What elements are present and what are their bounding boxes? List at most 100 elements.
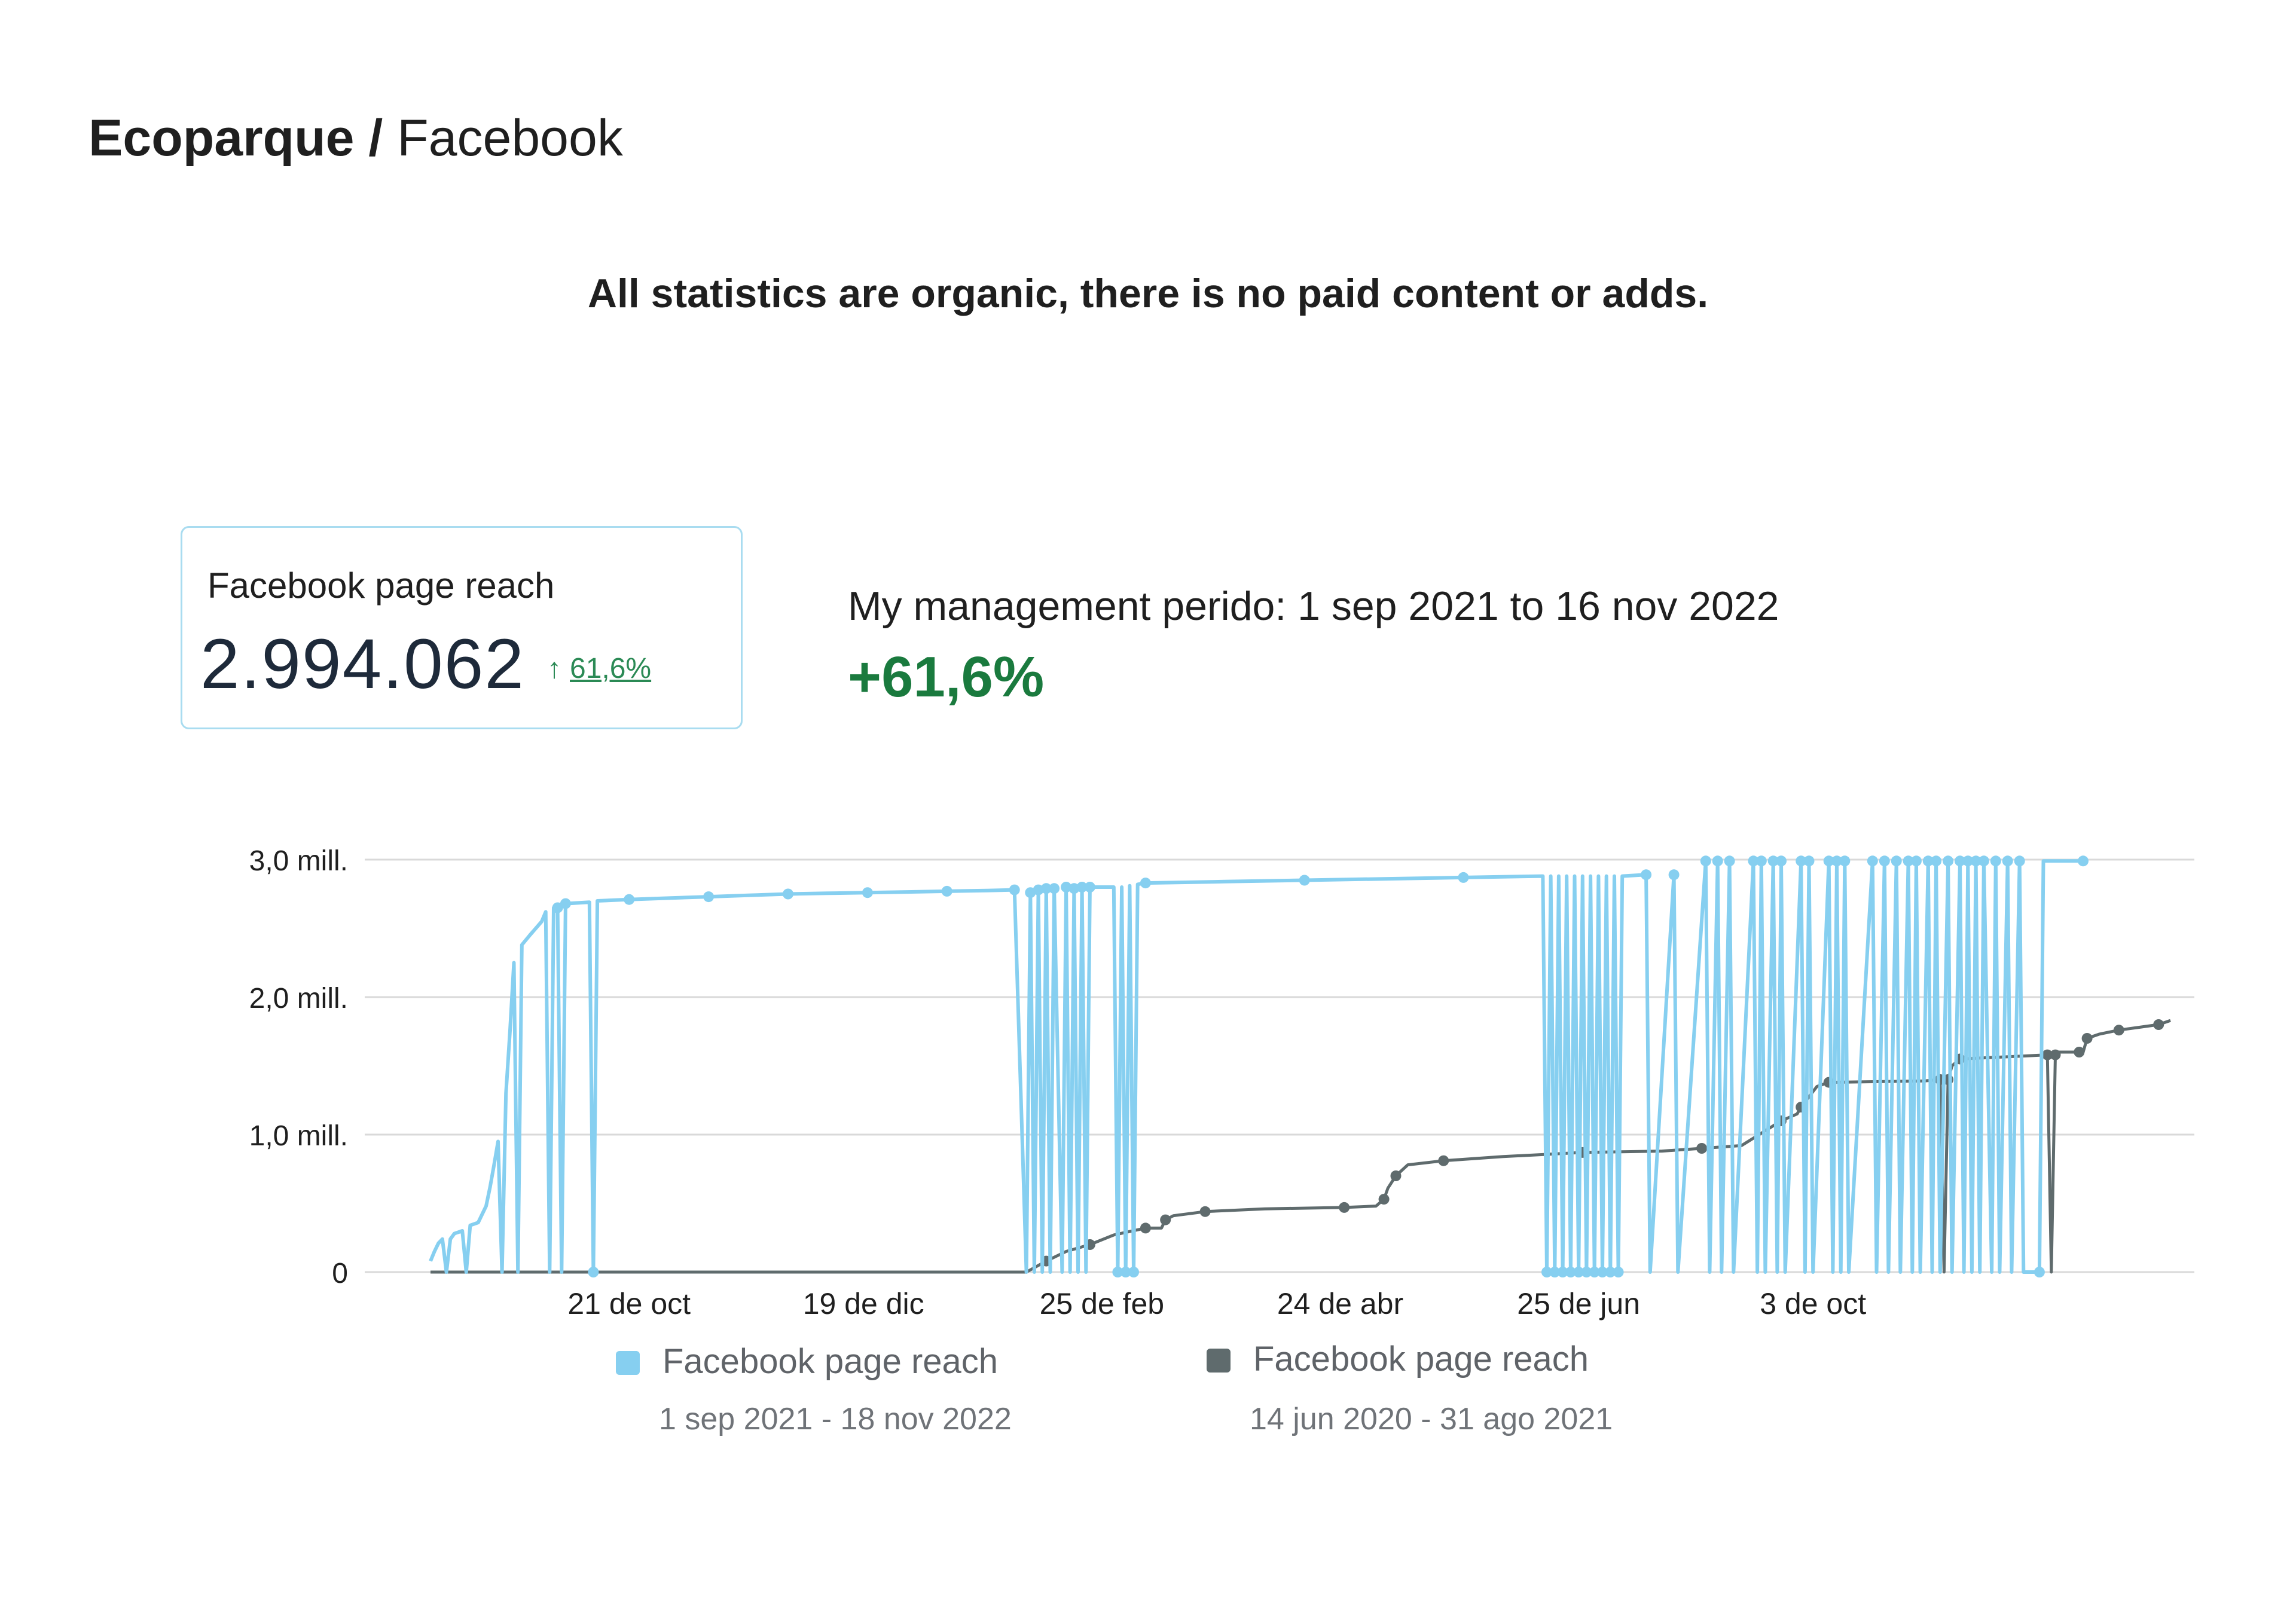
data-point-current xyxy=(1112,1267,1123,1277)
data-point-current xyxy=(1943,855,1954,867)
data-point-previous xyxy=(2074,1047,2085,1057)
page-title-section: Facebook xyxy=(397,109,623,167)
data-point-current xyxy=(1712,855,1723,867)
management-change: +61,6% xyxy=(848,645,1045,709)
page-title: Ecoparque / Facebook xyxy=(88,109,623,168)
kpi-label: Facebook page reach xyxy=(207,566,555,606)
legend-swatch-previous xyxy=(1207,1349,1231,1373)
x-tick-label: 25 de jun xyxy=(1517,1287,1640,1321)
data-point-current xyxy=(1641,869,1652,881)
x-tick-label: 3 de oct xyxy=(1760,1287,1866,1321)
data-point-previous xyxy=(1378,1194,1390,1205)
data-point-current xyxy=(783,888,793,900)
data-point-current xyxy=(703,891,715,903)
data-point-current xyxy=(2014,855,2025,867)
data-point-current xyxy=(1776,855,1787,867)
data-point-current xyxy=(1581,1267,1592,1277)
x-tick-label: 21 de oct xyxy=(567,1287,691,1321)
data-point-current xyxy=(1755,855,1767,867)
legend-range-previous: 14 jun 2020 - 31 ago 2021 xyxy=(1250,1402,1613,1436)
legend-swatch-current xyxy=(616,1351,640,1375)
data-point-current xyxy=(1962,855,1974,867)
data-point-current xyxy=(2034,1267,2045,1277)
data-point-current xyxy=(1076,882,1088,892)
data-point-current xyxy=(1879,855,1890,867)
data-point-current xyxy=(1724,855,1735,867)
data-point-current xyxy=(1549,1267,1561,1277)
data-point-current xyxy=(1049,883,1060,894)
x-tick-label: 25 de feb xyxy=(1040,1287,1165,1321)
data-point-current xyxy=(1910,855,1922,867)
data-point-previous xyxy=(2153,1019,2164,1030)
data-point-previous xyxy=(1696,1143,1708,1154)
data-point-current xyxy=(1009,884,1020,895)
data-point-current xyxy=(1597,1267,1608,1277)
data-point-current xyxy=(1061,882,1072,892)
data-point-current xyxy=(1922,855,1934,867)
data-point-current xyxy=(624,894,635,905)
data-point-previous xyxy=(1140,1222,1151,1234)
data-point-previous xyxy=(2050,1049,2061,1060)
data-point-current xyxy=(1557,1267,1568,1277)
data-point-current xyxy=(1605,1267,1616,1277)
data-point-current xyxy=(1839,855,1851,867)
data-point-current xyxy=(1668,869,1680,881)
data-point-current xyxy=(1867,855,1878,867)
y-tick-label: 1,0 mill. xyxy=(249,1120,348,1152)
data-point-current xyxy=(1955,855,1965,867)
kpi-value: 2.994.062 xyxy=(200,625,525,704)
data-point-current xyxy=(1796,855,1807,867)
data-point-current xyxy=(1458,872,1469,883)
y-tick-label: 2,0 mill. xyxy=(249,983,348,1014)
data-point-current xyxy=(1541,1267,1552,1277)
data-point-current xyxy=(862,887,873,898)
legend-range-current: 1 sep 2021 - 18 nov 2022 xyxy=(659,1402,1012,1436)
data-point-previous xyxy=(1160,1214,1171,1225)
data-point-current xyxy=(1823,855,1834,867)
data-point-current xyxy=(1767,855,1779,867)
data-point-current xyxy=(1700,855,1711,867)
y-tick-label: 3,0 mill. xyxy=(249,845,348,877)
legend-label-previous: Facebook page reach xyxy=(1253,1340,1589,1378)
data-point-current xyxy=(1589,1267,1600,1277)
data-point-current xyxy=(1565,1267,1576,1277)
data-point-previous xyxy=(1339,1202,1350,1213)
kpi-card: Facebook page reach 2.994.062 ↑ 61,6% xyxy=(181,526,743,729)
x-tick-label: 19 de dic xyxy=(803,1287,924,1321)
data-point-current xyxy=(2078,855,2089,867)
data-point-current xyxy=(1613,1267,1624,1277)
data-point-current xyxy=(1970,855,1981,867)
arrow-up-icon: ↑ xyxy=(547,653,561,684)
page-title-brand: Ecoparque xyxy=(88,109,355,167)
data-point-current xyxy=(1903,855,1914,867)
kpi-change: ↑ 61,6% xyxy=(547,652,651,685)
data-point-previous xyxy=(1438,1155,1449,1166)
data-point-current xyxy=(1573,1267,1584,1277)
data-point-current xyxy=(1128,1267,1139,1277)
data-point-previous xyxy=(2081,1033,2093,1044)
data-point-current xyxy=(941,885,952,897)
data-point-current xyxy=(1140,878,1151,889)
data-point-current xyxy=(2002,855,2013,867)
page-title-separator: / xyxy=(354,109,398,167)
data-point-current xyxy=(1831,855,1842,867)
data-point-current xyxy=(588,1267,599,1277)
data-point-current xyxy=(552,902,563,913)
data-point-previous xyxy=(2113,1025,2124,1036)
data-point-current xyxy=(1803,855,1815,867)
legend-label-current: Facebook page reach xyxy=(662,1342,999,1381)
x-tick-label: 24 de abr xyxy=(1277,1287,1403,1321)
data-point-current xyxy=(1299,875,1310,886)
kpi-change-value[interactable]: 61,6% xyxy=(570,653,652,684)
data-point-current xyxy=(1978,855,1989,867)
data-point-current xyxy=(1931,855,1942,867)
data-point-previous xyxy=(1390,1170,1402,1181)
data-point-current xyxy=(560,898,571,909)
data-point-current xyxy=(1891,855,1902,867)
data-point-previous xyxy=(1199,1206,1211,1217)
management-period-text: My management perido: 1 sep 2021 to 16 n… xyxy=(848,583,1779,629)
y-tick-label: 0 xyxy=(332,1258,348,1289)
data-point-previous xyxy=(2042,1049,2053,1060)
data-point-current xyxy=(1040,883,1052,894)
